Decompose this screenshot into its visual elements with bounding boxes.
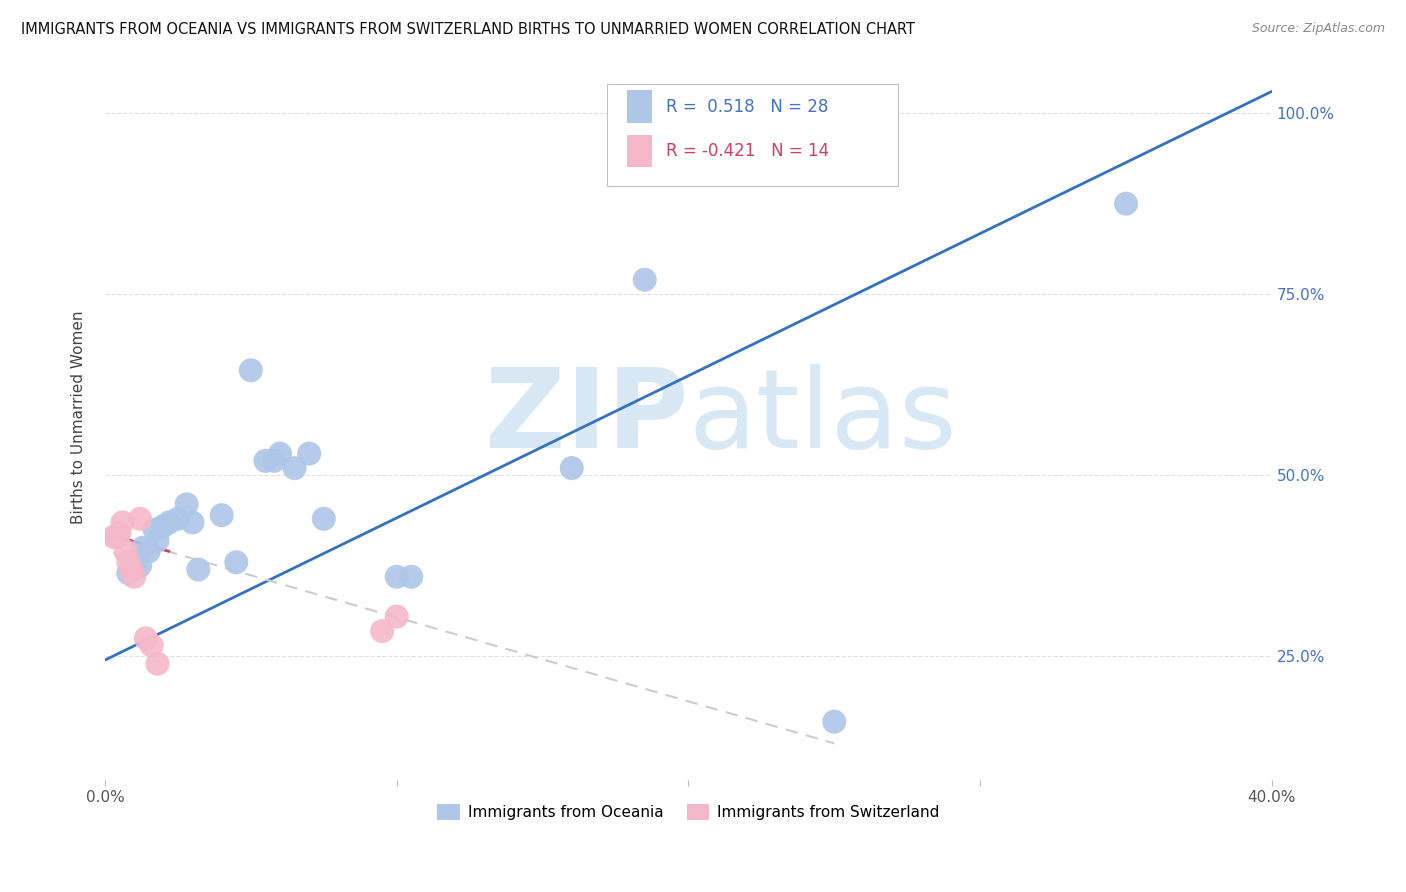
Point <box>152 519 174 533</box>
Point <box>385 609 408 624</box>
Legend: Immigrants from Oceania, Immigrants from Switzerland: Immigrants from Oceania, Immigrants from… <box>432 798 946 826</box>
Point <box>254 454 277 468</box>
Point <box>117 555 139 569</box>
Point <box>269 447 291 461</box>
Point <box>146 657 169 671</box>
Point <box>284 461 307 475</box>
Point <box>103 530 125 544</box>
Point <box>298 447 321 461</box>
Point <box>634 273 657 287</box>
Point <box>129 512 152 526</box>
Point <box>135 632 157 646</box>
Point <box>122 570 145 584</box>
Text: ZIP: ZIP <box>485 364 689 471</box>
Point <box>114 544 136 558</box>
Point <box>122 558 145 573</box>
Point <box>111 516 134 530</box>
Point <box>108 526 131 541</box>
Point <box>141 639 163 653</box>
Point <box>371 624 394 639</box>
Point <box>239 363 262 377</box>
Text: R =  0.518   N = 28: R = 0.518 N = 28 <box>666 97 828 116</box>
Point <box>129 558 152 573</box>
Point <box>263 454 285 468</box>
FancyBboxPatch shape <box>607 84 898 186</box>
Point <box>167 512 190 526</box>
Point <box>561 461 583 475</box>
FancyBboxPatch shape <box>627 90 652 122</box>
Point <box>117 566 139 581</box>
Point <box>146 533 169 548</box>
Point <box>211 508 233 523</box>
Point <box>105 530 128 544</box>
Text: atlas: atlas <box>689 364 957 471</box>
Point <box>181 516 204 530</box>
Text: Source: ZipAtlas.com: Source: ZipAtlas.com <box>1251 22 1385 36</box>
Point <box>823 714 845 729</box>
FancyBboxPatch shape <box>627 135 652 168</box>
Point <box>132 541 155 555</box>
Point <box>385 570 408 584</box>
Text: R = -0.421   N = 14: R = -0.421 N = 14 <box>666 143 830 161</box>
Text: IMMIGRANTS FROM OCEANIA VS IMMIGRANTS FROM SWITZERLAND BIRTHS TO UNMARRIED WOMEN: IMMIGRANTS FROM OCEANIA VS IMMIGRANTS FR… <box>21 22 915 37</box>
Y-axis label: Births to Unmarried Women: Births to Unmarried Women <box>72 310 86 524</box>
Point <box>143 523 166 537</box>
Point <box>187 562 209 576</box>
Point <box>176 497 198 511</box>
Point <box>312 512 335 526</box>
Point <box>157 516 180 530</box>
Point <box>225 555 247 569</box>
Point <box>401 570 423 584</box>
Point <box>138 544 160 558</box>
Point <box>120 562 142 576</box>
Point <box>1115 196 1137 211</box>
